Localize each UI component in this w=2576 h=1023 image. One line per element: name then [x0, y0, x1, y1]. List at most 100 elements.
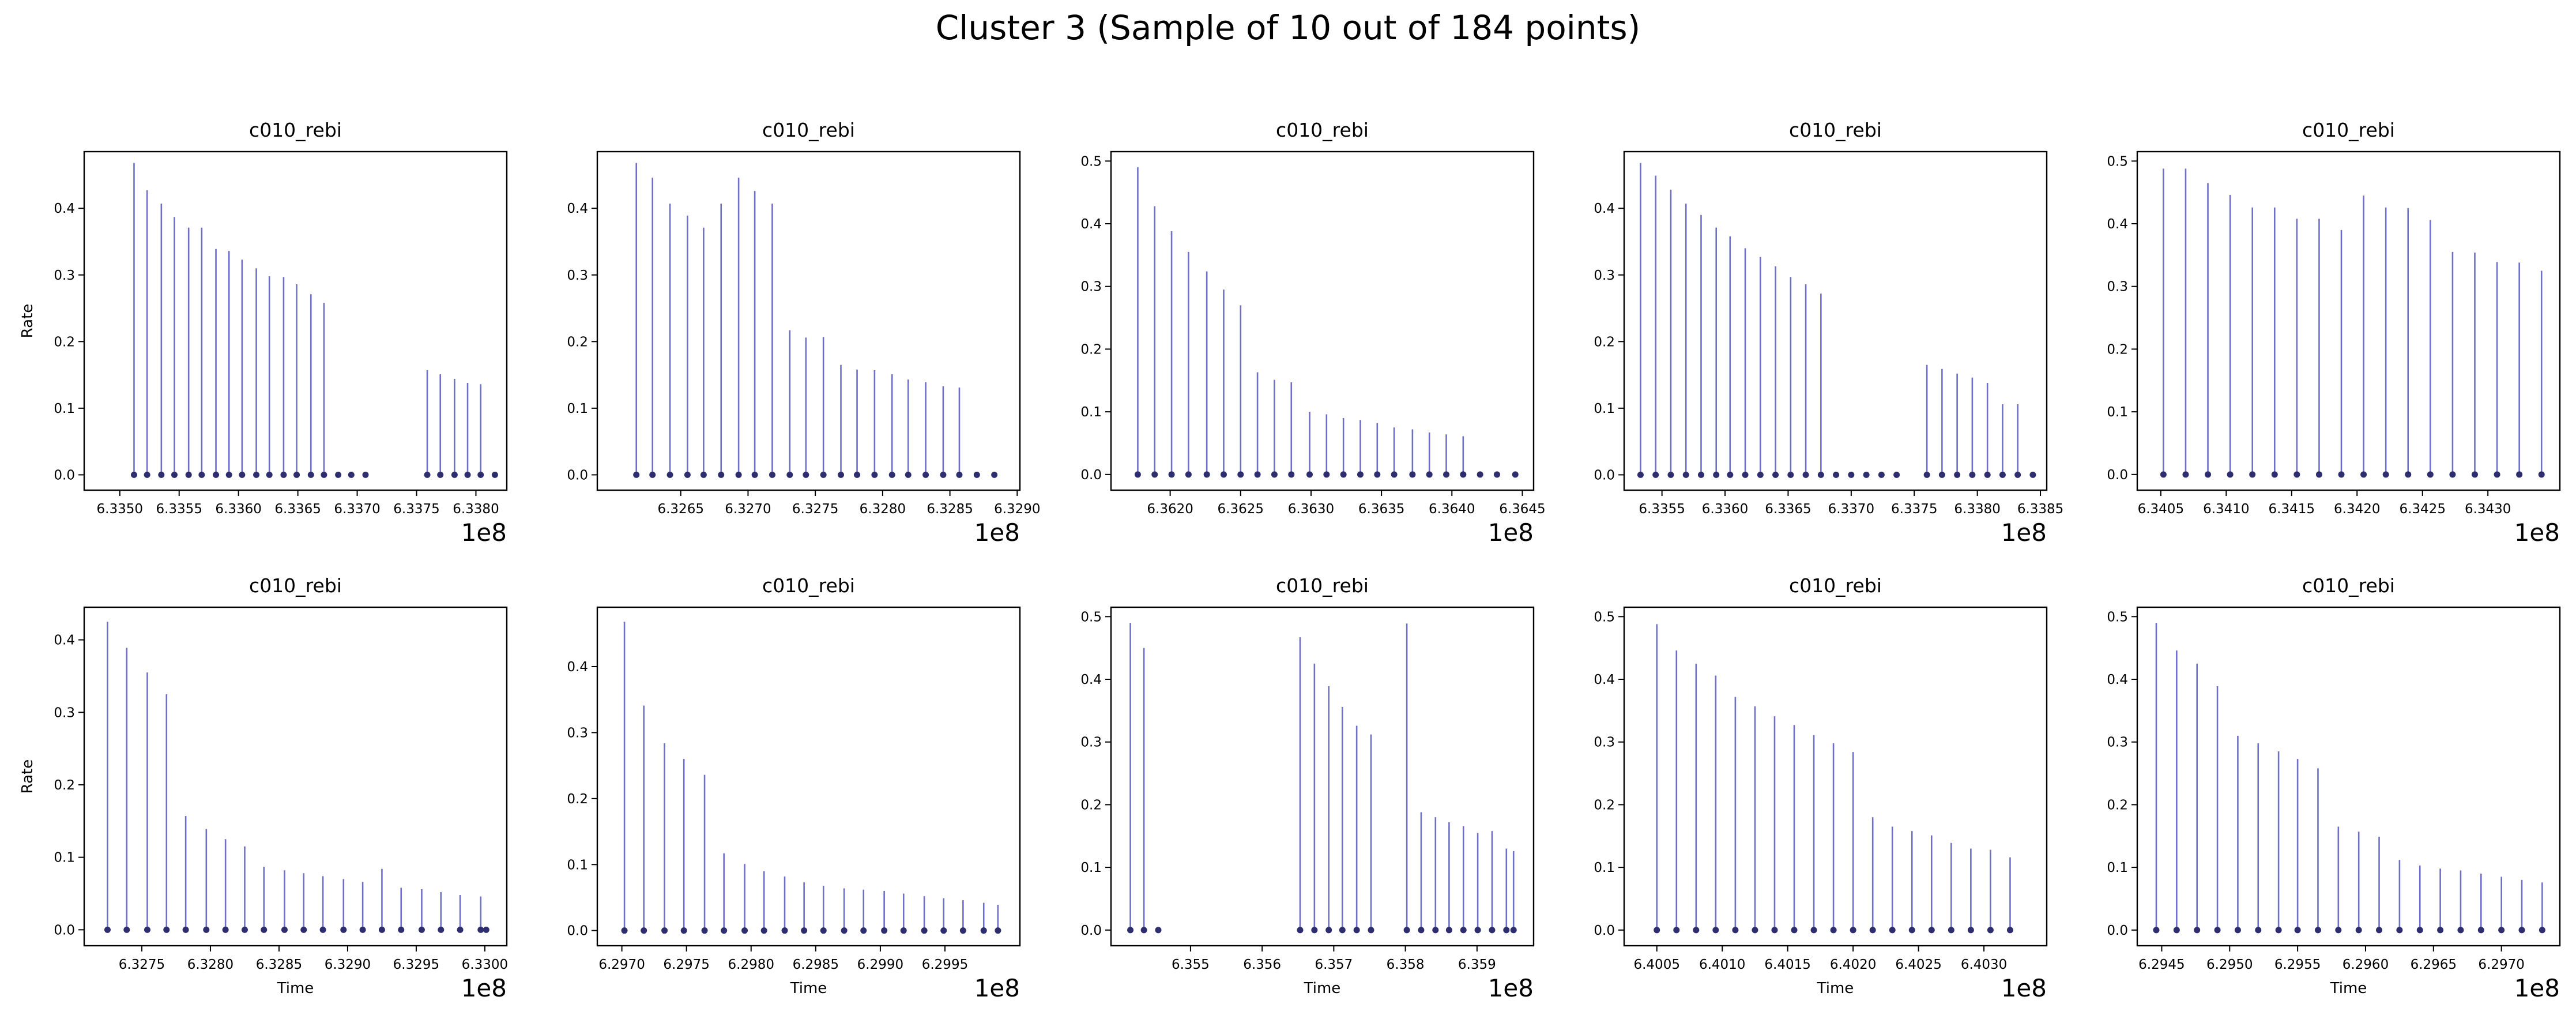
stem-marker: [2494, 471, 2500, 478]
x-tick-label: 6.359: [1458, 957, 1496, 972]
stem-marker: [437, 471, 444, 478]
stem-marker: [621, 927, 628, 934]
x-tick-label: 6.3360: [1702, 502, 1748, 517]
x-axis-label: Time: [790, 980, 827, 997]
y-axis-label: Rate: [19, 759, 36, 794]
y-tick-label: 0.2: [1080, 342, 1102, 357]
stem-marker: [203, 926, 210, 933]
stem-marker: [2314, 927, 2321, 934]
subplot-title: c010_rebi: [249, 119, 342, 141]
x-tick-label: 6.2960: [2342, 957, 2389, 972]
y-tick-label: 0.4: [2107, 672, 2128, 687]
stem-marker: [1652, 471, 1659, 478]
x-tick-label: 6.3380: [1954, 502, 2000, 517]
stem-marker: [2471, 471, 2478, 478]
x-tick-label: 6.3275: [119, 957, 165, 972]
x-tick-label: 6.2995: [922, 957, 968, 972]
x-offset-label: 1e8: [1488, 518, 1534, 547]
y-tick-label: 0.3: [2107, 735, 2128, 750]
stem-marker: [2255, 927, 2262, 934]
stem-marker: [1353, 927, 1360, 934]
stem-marker: [2214, 927, 2221, 934]
stem-marker: [1185, 471, 1192, 478]
x-offset-label: 1e8: [2001, 518, 2047, 547]
stem-marker: [1368, 927, 1374, 934]
stem-marker: [1288, 471, 1295, 478]
x-tick-label: 6.3355: [1639, 502, 1685, 517]
stem-marker: [649, 471, 656, 478]
stem-marker: [1418, 927, 1425, 934]
stem-marker: [2538, 471, 2545, 478]
stem-marker: [424, 471, 431, 478]
x-axis-label: Time: [1817, 980, 1854, 997]
stem-marker: [680, 927, 687, 934]
stem-marker: [1987, 927, 1994, 934]
y-tick-label: 0.4: [1594, 672, 1615, 687]
x-tick-label: 6.3265: [657, 502, 703, 517]
y-tick-label: 0.1: [1594, 860, 1615, 875]
y-tick-label: 0.3: [567, 725, 588, 740]
stem-marker: [300, 926, 307, 933]
stem-marker: [1155, 927, 1162, 934]
figure-title: Cluster 3 (Sample of 10 out of 184 point…: [936, 8, 1640, 47]
stem-marker: [464, 471, 471, 478]
subplot-7: c010_rebi 0.0 0.1 0.2 0.3 0.4 6.2970 6.2975 6.29…: [567, 574, 1021, 1002]
y-tick-label: 0.5: [2107, 154, 2128, 169]
x-tick-label: 6.3280: [860, 502, 906, 517]
stem-marker: [959, 927, 966, 934]
stem-marker: [1771, 927, 1778, 934]
stem-marker: [718, 471, 725, 478]
stem-marker: [2518, 927, 2525, 934]
x-tick-label: 6.4015: [1764, 957, 1810, 972]
stem-marker: [820, 471, 827, 478]
stem-marker: [1474, 927, 1481, 934]
stem-marker: [104, 926, 111, 933]
subplot-title: c010_rebi: [249, 574, 342, 597]
x-tick-label: 6.3430: [2465, 502, 2511, 517]
x-axis-label: Time: [1304, 980, 1341, 997]
y-tick-label: 0.2: [1080, 798, 1102, 813]
stem-marker: [1848, 471, 1855, 478]
stem-marker: [1340, 471, 1347, 478]
stem-marker: [2153, 927, 2160, 934]
axes-frame: [1110, 606, 1535, 947]
x-tick-label: 6.4010: [1699, 957, 1745, 972]
stem-marker: [1426, 471, 1433, 478]
x-axis-label: Time: [277, 980, 314, 997]
axes-frame: [596, 151, 1021, 491]
y-tick-label: 0.2: [567, 792, 588, 807]
x-tick-label: 6.2980: [728, 957, 774, 972]
stem-marker: [666, 471, 673, 478]
stem-marker: [2335, 927, 2342, 934]
x-offset-label: 1e8: [461, 518, 507, 547]
stem-marker: [905, 471, 912, 478]
stem-marker: [477, 926, 484, 933]
stem-marker: [2029, 471, 2036, 478]
stem-marker: [1493, 471, 1500, 478]
y-tick-label: 0.0: [1080, 923, 1102, 938]
x-tick-label: 6.3380: [453, 502, 499, 517]
stem-marker: [340, 926, 347, 933]
stem-marker: [1713, 471, 1720, 478]
y-tick-label: 0.0: [2107, 468, 2128, 483]
stem-marker: [225, 471, 232, 478]
axes-frame: [1623, 151, 2048, 491]
x-tick-label: 6.3410: [2203, 502, 2249, 517]
axes-frame: [2136, 606, 2561, 947]
stem-marker: [1489, 927, 1496, 934]
stem-marker: [2205, 471, 2212, 478]
stem-marker: [1830, 927, 1837, 934]
x-tick-label: 6.2985: [793, 957, 839, 972]
stem-marker: [973, 471, 980, 478]
subplot-title: c010_rebi: [1789, 119, 1882, 141]
stem-marker: [1693, 927, 1700, 934]
x-tick-label: 6.358: [1387, 957, 1425, 972]
stem-marker: [1503, 927, 1510, 934]
stem-marker: [2427, 471, 2434, 478]
stem-marker: [2194, 927, 2201, 934]
x-tick-label: 6.2965: [2411, 957, 2457, 972]
stem-marker: [2437, 927, 2444, 934]
y-tick-label: 0.5: [1080, 610, 1102, 625]
stem-marker: [130, 471, 137, 478]
y-tick-label: 0.3: [1080, 735, 1102, 750]
